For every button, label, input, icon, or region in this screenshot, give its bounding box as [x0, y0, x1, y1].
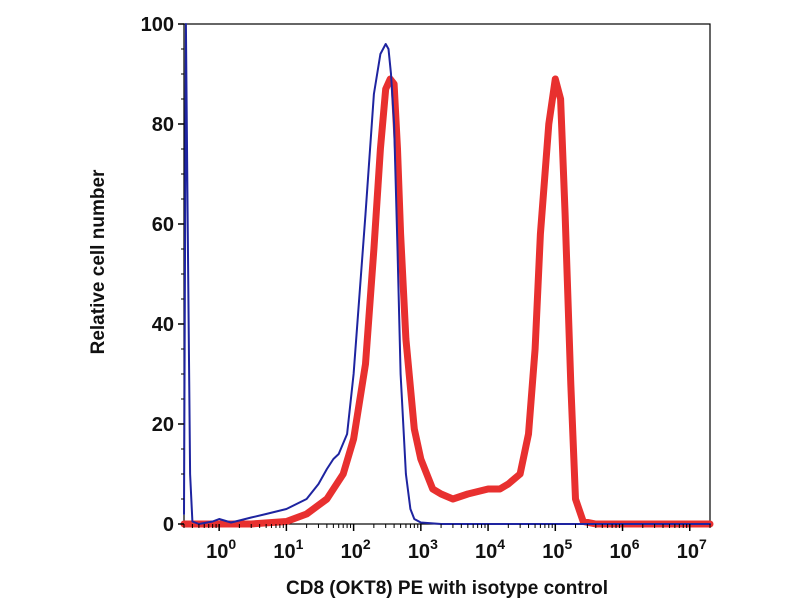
x-tick-label: 101 [273, 536, 303, 563]
y-tick-label: 60 [152, 214, 174, 236]
series-line-isotype [183, 23, 711, 525]
series-layer [180, 23, 714, 528]
x-tick-label: 105 [542, 536, 572, 563]
plot-area [183, 23, 711, 525]
y-axis-title: Relative cell number [88, 169, 109, 354]
x-axis-title: CD8 (OKT8) PE with isotype control [286, 578, 608, 599]
y-tick-label: 0 [163, 514, 174, 536]
y-tick-label: 20 [152, 414, 174, 436]
y-tick-label: 40 [152, 314, 174, 336]
x-tick-label: 107 [677, 536, 707, 563]
x-tick-label: 104 [475, 536, 505, 563]
x-tick-label: 106 [610, 536, 640, 563]
y-tick-label: 100 [141, 14, 174, 36]
x-tick-label: 100 [206, 536, 236, 563]
axes-layer: 0 20 40 60 80 100 100 101 102 103 104 105 106 107 [141, 14, 711, 563]
plot-frame [183, 23, 711, 525]
series-line-stained [180, 75, 714, 528]
y-tick-label: 80 [152, 114, 174, 136]
x-tick-label: 103 [408, 536, 438, 563]
x-tick-label: 102 [341, 536, 371, 563]
